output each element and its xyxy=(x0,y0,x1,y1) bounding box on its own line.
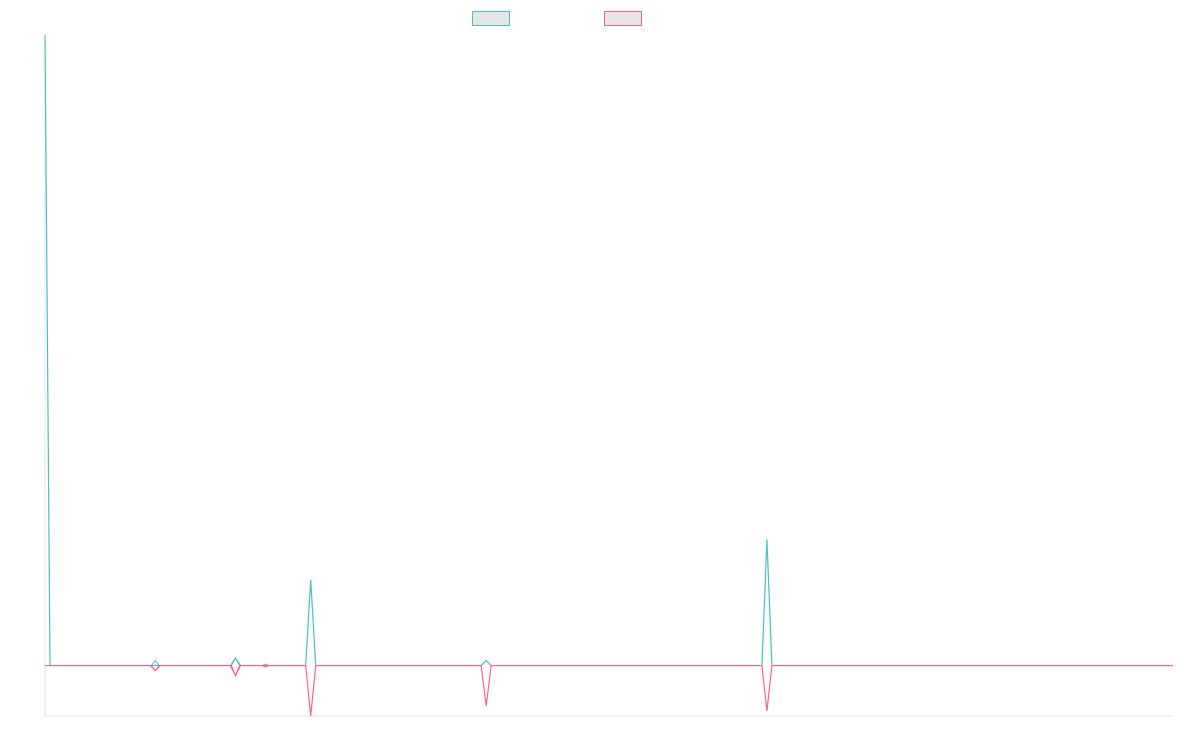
marker-lower-2 xyxy=(231,665,240,678)
marker-upper-1 xyxy=(150,659,160,666)
legend-swatch-series-2 xyxy=(604,10,642,26)
legend-item-series-2[interactable] xyxy=(604,9,642,27)
marker-lower-3 xyxy=(261,665,270,668)
legend xyxy=(0,9,1200,27)
marker-lower-1 xyxy=(150,665,160,672)
series-line-2 xyxy=(45,664,1173,717)
marker-upper-2 xyxy=(231,656,240,666)
legend-item-series-1[interactable] xyxy=(472,9,510,27)
marker-upper-3 xyxy=(261,663,270,667)
series-line-1 xyxy=(44,34,1173,667)
legend-swatch-series-1 xyxy=(472,10,510,26)
